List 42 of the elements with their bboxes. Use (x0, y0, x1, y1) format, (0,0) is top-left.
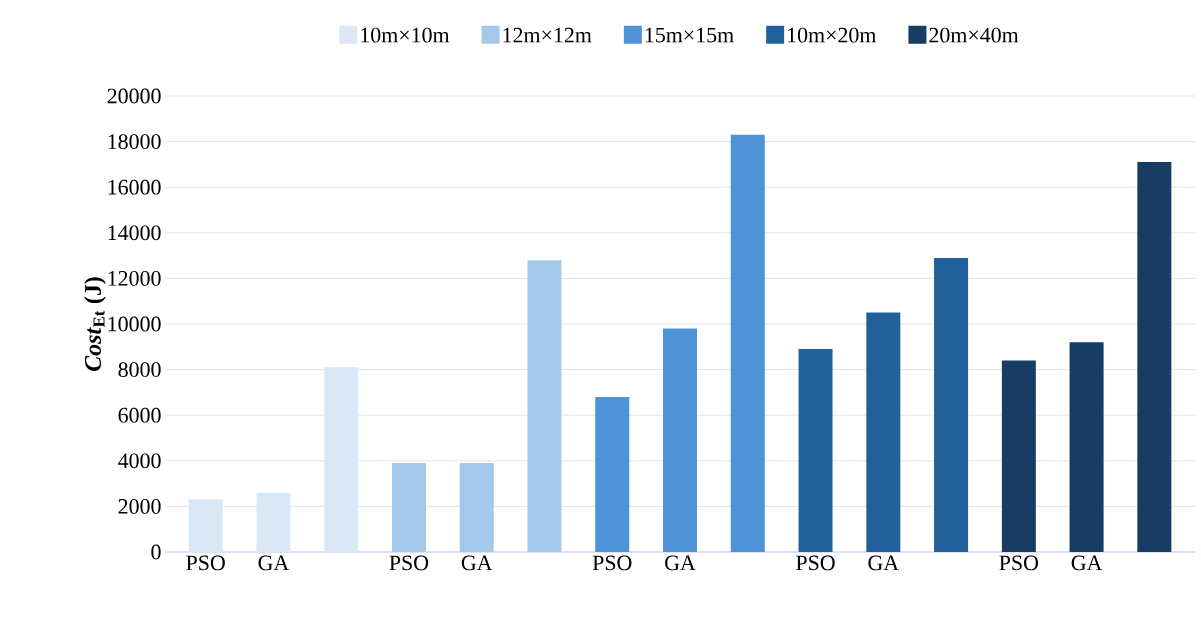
bar (256, 492, 291, 552)
x-tick-label: PSO (389, 555, 429, 571)
y-tick-label: 20000 (107, 88, 161, 104)
legend-label: 15m×15m (645, 27, 734, 43)
y-axis-title: Cost$_{Et}$ (J) (84, 277, 106, 371)
y-tick-label: 18000 (108, 134, 161, 149)
legend-label: 20m×40m (929, 27, 1019, 43)
x-tick-label: GA (1071, 555, 1103, 571)
y-tick-label: 14000 (108, 225, 161, 241)
x-tick-label: PSO (796, 555, 835, 571)
bar (663, 328, 698, 552)
bar (730, 134, 765, 552)
bar (391, 463, 426, 552)
y-tick-label: 10000 (108, 316, 161, 332)
x-tick-label: GA (258, 555, 290, 571)
bar (1137, 162, 1172, 552)
y-tick-label: 4000 (118, 453, 161, 469)
x-tick-label: PSO (592, 555, 632, 571)
y-tick-label: 0 (151, 544, 161, 560)
bar (798, 349, 833, 552)
legend-label: 10m×10m (361, 27, 450, 43)
x-tick-label: GA (868, 555, 899, 571)
bar (459, 463, 494, 552)
bar (866, 312, 901, 552)
x-tick-label: PSO (999, 555, 1039, 571)
bar (934, 257, 969, 552)
x-tick-label: PSO (186, 555, 225, 571)
legend-label: 10m×20m (788, 27, 877, 43)
bar (188, 499, 223, 552)
bar (324, 367, 359, 552)
y-tick-label: 8000 (118, 362, 161, 377)
bar (1069, 342, 1104, 552)
y-tick-label: 12000 (108, 271, 161, 286)
bar (1001, 360, 1036, 552)
x-tick-label: GA (461, 555, 493, 571)
y-tick-label: 6000 (118, 407, 161, 423)
legend-label: 12m×12m (503, 27, 592, 43)
y-tick-label: 16000 (108, 179, 161, 195)
bar (527, 260, 562, 552)
x-tick-label: GA (665, 555, 696, 571)
y-tick-label: 2000 (118, 499, 161, 514)
bar (595, 396, 630, 552)
